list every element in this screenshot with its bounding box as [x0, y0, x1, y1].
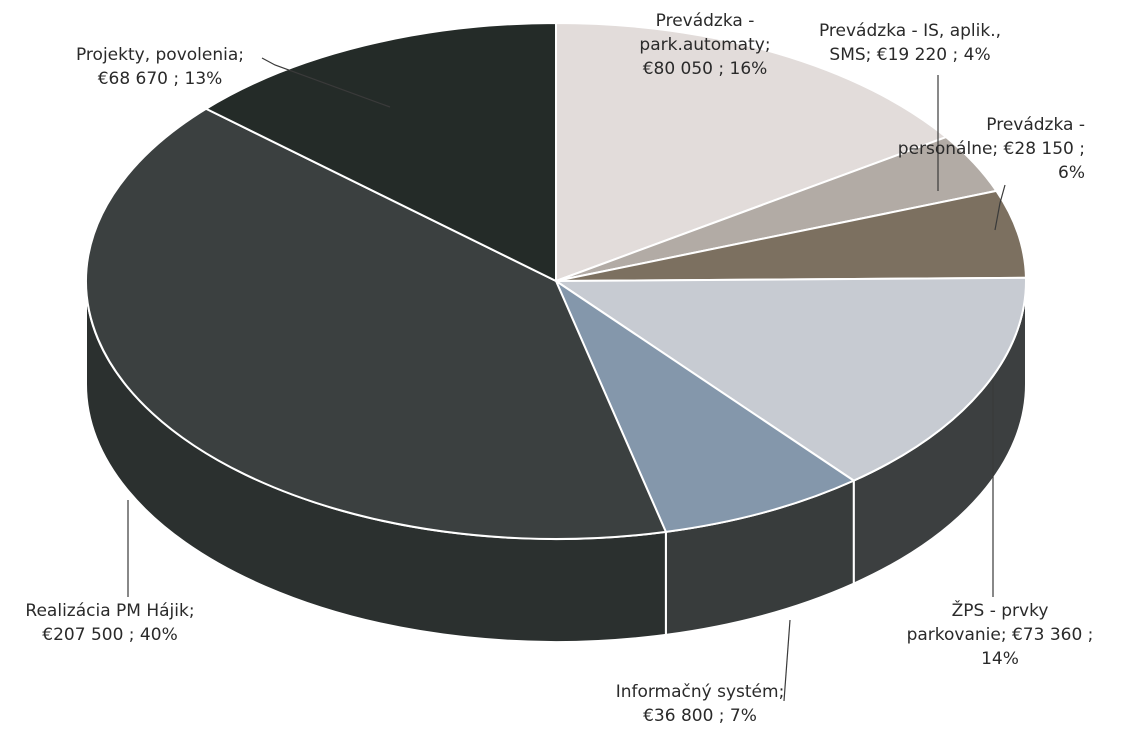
- label-line: parkovanie; €73 360 ;: [907, 625, 1094, 645]
- label-line: SMS; €19 220 ; 4%: [829, 45, 990, 65]
- label-line: ŽPS - prvky: [952, 599, 1049, 621]
- label-informacny-system-36-800-7: Informačný systém; €36 800 ; 7%: [616, 682, 785, 726]
- label-line: €68 670 ; 13%: [98, 69, 223, 89]
- label-line: €80 050 ; 16%: [643, 59, 768, 79]
- label-line: €207 500 ; 40%: [42, 625, 177, 645]
- pie-slice-prevadzka-personalne-28-150: [555, 189, 1027, 282]
- label-line: Prevádzka -: [656, 11, 755, 31]
- pie-slice-zps-prvky-parkovanie-73-360: [555, 276, 1027, 482]
- label-prevadzka-personalne-28-150: Prevádzka - personálne; €28 150 ; 6%: [898, 115, 1085, 183]
- label-projekty-povolenia-68-670-13: Projekty, povolenia; €68 670 ; 13%: [76, 45, 244, 89]
- label-prevadzka-is-aplik-sms-19-220-4: Prevádzka - IS, aplik., SMS; €19 220 ; 4%: [819, 21, 1001, 65]
- pie-sides: [85, 280, 1027, 643]
- label-line: Prevádzka -: [986, 115, 1085, 135]
- slice-labels: Prevádzka -park.automaty; €80 050 ; 16%Pr…: [25, 11, 1093, 726]
- pie-slice-informacny-system-36-800-7: [555, 280, 855, 533]
- leader-line-projekty-povolenia-68-670-13: [261, 57, 391, 108]
- label-line: Prevádzka - IS, aplik.,: [819, 21, 1001, 41]
- leader-line-prevadzka-personalne-28-150: [994, 184, 1006, 231]
- label-line: Projekty, povolenia;: [76, 45, 244, 65]
- label-line: Informačný systém;: [616, 682, 785, 702]
- label-line: 6%: [1058, 163, 1085, 183]
- pie-slice-projekty-povolenia-68-670-13: [205, 22, 557, 282]
- label-line: Realizácia PM Hájik;: [25, 601, 194, 621]
- label-zps-prvky-parkovanie-73-360: ŽPS - prvky parkovanie; €73 360 ; 14%: [907, 599, 1094, 669]
- pie-slice-realizacia-pm-hajik-207-500-40: [85, 107, 667, 540]
- pie-slice-prevadzka-park-automaty: [555, 22, 948, 282]
- label-line: €36 800 ; 7%: [643, 706, 757, 726]
- leader-line-informacny-system-36-800-7: [783, 619, 791, 702]
- pie-slices: [85, 22, 1027, 540]
- label-realizacia-pm-hajik-207-500-40: Realizácia PM Hájik; €207 500 ; 40%: [25, 601, 194, 645]
- label-line: 14%: [981, 649, 1019, 669]
- label-line: park.automaty;: [639, 35, 770, 55]
- label-prevadzka-park-automaty: Prevádzka - park.automaty; €80 050 ; 16%: [639, 11, 770, 79]
- label-line: personálne; €28 150 ;: [898, 139, 1085, 159]
- leader-lines: [127, 57, 1006, 702]
